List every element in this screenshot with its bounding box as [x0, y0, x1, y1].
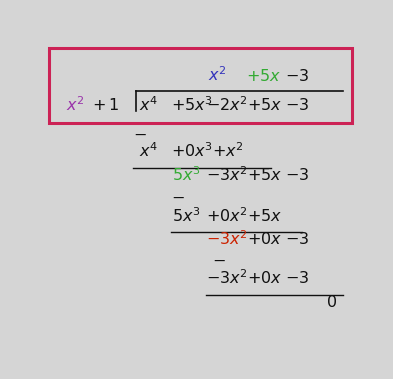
- Text: $-3x^2$: $-3x^2$: [206, 269, 248, 288]
- Text: $-$: $-$: [133, 126, 147, 143]
- FancyBboxPatch shape: [49, 49, 352, 123]
- Text: $0$: $0$: [326, 294, 337, 311]
- Text: $+5x$: $+5x$: [247, 208, 282, 225]
- Text: $+0x^3$: $+0x^3$: [171, 143, 213, 161]
- Text: $5x^3$: $5x^3$: [173, 207, 201, 226]
- Text: $+5x$: $+5x$: [246, 67, 281, 85]
- Text: $5x^3$: $5x^3$: [173, 166, 201, 185]
- Text: $+5x^3$: $+5x^3$: [171, 96, 213, 115]
- Text: $-3$: $-3$: [285, 231, 309, 248]
- Text: $x^4$: $x^4$: [139, 143, 158, 161]
- Text: $x^4$: $x^4$: [139, 96, 158, 115]
- Text: $+0x^2$: $+0x^2$: [206, 207, 248, 226]
- Text: $+5x$: $+5x$: [247, 167, 282, 184]
- Text: $-2x^2$: $-2x^2$: [206, 96, 248, 115]
- Text: $-3x^2$: $-3x^2$: [206, 230, 248, 249]
- Text: $-$: $-$: [171, 189, 185, 206]
- Text: $-3$: $-3$: [285, 67, 309, 85]
- Text: $+\,1$: $+\,1$: [92, 97, 119, 114]
- Text: $+5x$: $+5x$: [247, 97, 282, 114]
- Text: $+0x$: $+0x$: [247, 271, 282, 287]
- Text: $x^2$: $x^2$: [66, 96, 84, 115]
- Text: $-3$: $-3$: [285, 271, 309, 287]
- Text: $+0x$: $+0x$: [247, 231, 282, 248]
- Text: $x^2$: $x^2$: [208, 67, 226, 86]
- Text: $-$: $-$: [212, 252, 226, 268]
- Text: $-3$: $-3$: [285, 167, 309, 184]
- Text: $-3x^2$: $-3x^2$: [206, 166, 248, 185]
- Text: $-3$: $-3$: [285, 97, 309, 114]
- Text: $+x^2$: $+x^2$: [212, 143, 244, 161]
